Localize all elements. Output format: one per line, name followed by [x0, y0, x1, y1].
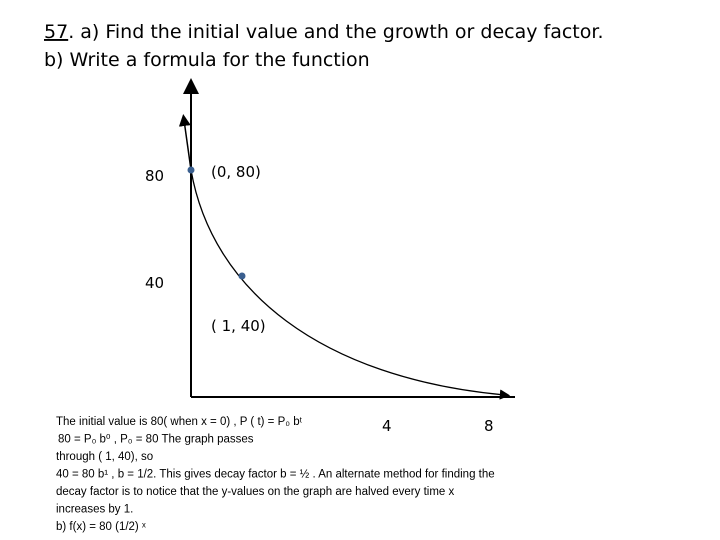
y-label: 40: [145, 274, 164, 292]
point-label: ( 1, 40): [211, 317, 266, 335]
solution-line: decay factor is to notice that the y-val…: [56, 486, 454, 498]
solution-line: b) f(x) = 80 (1/2) ˣ: [56, 521, 146, 533]
title-line-1: 57. a) Find the initial value and the gr…: [44, 21, 604, 43]
solution-line: 80 = P₀ b⁰ , P₀ = 80 The graph passes: [58, 434, 254, 446]
x-label: 4: [382, 417, 392, 435]
point: [187, 166, 195, 174]
decay-curve: [190, 169, 511, 400]
title-line-2: b) Write a formula for the function: [44, 49, 370, 71]
solution-line: increases by 1.: [56, 504, 133, 516]
solution-line: through ( 1, 40), so: [56, 451, 153, 463]
solution-line: 40 = 80 b¹ , b = 1/2. This gives decay f…: [56, 469, 495, 481]
curve-arrow-left: [178, 114, 192, 171]
solution-line: The initial value is 80( when x = 0) , P…: [56, 416, 303, 428]
y-label: 80: [145, 167, 164, 185]
point-label: (0, 80): [211, 163, 261, 181]
x-label: 8: [484, 417, 494, 435]
problem-text: . a) Find the initial value and the grow…: [68, 21, 603, 43]
problem-number: 57: [44, 21, 68, 43]
graph: 80 40 (0, 80) ( 1, 40) 4 8: [145, 78, 515, 435]
solution: The initial value is 80( when x = 0) , P…: [56, 416, 495, 533]
point: [238, 272, 246, 280]
